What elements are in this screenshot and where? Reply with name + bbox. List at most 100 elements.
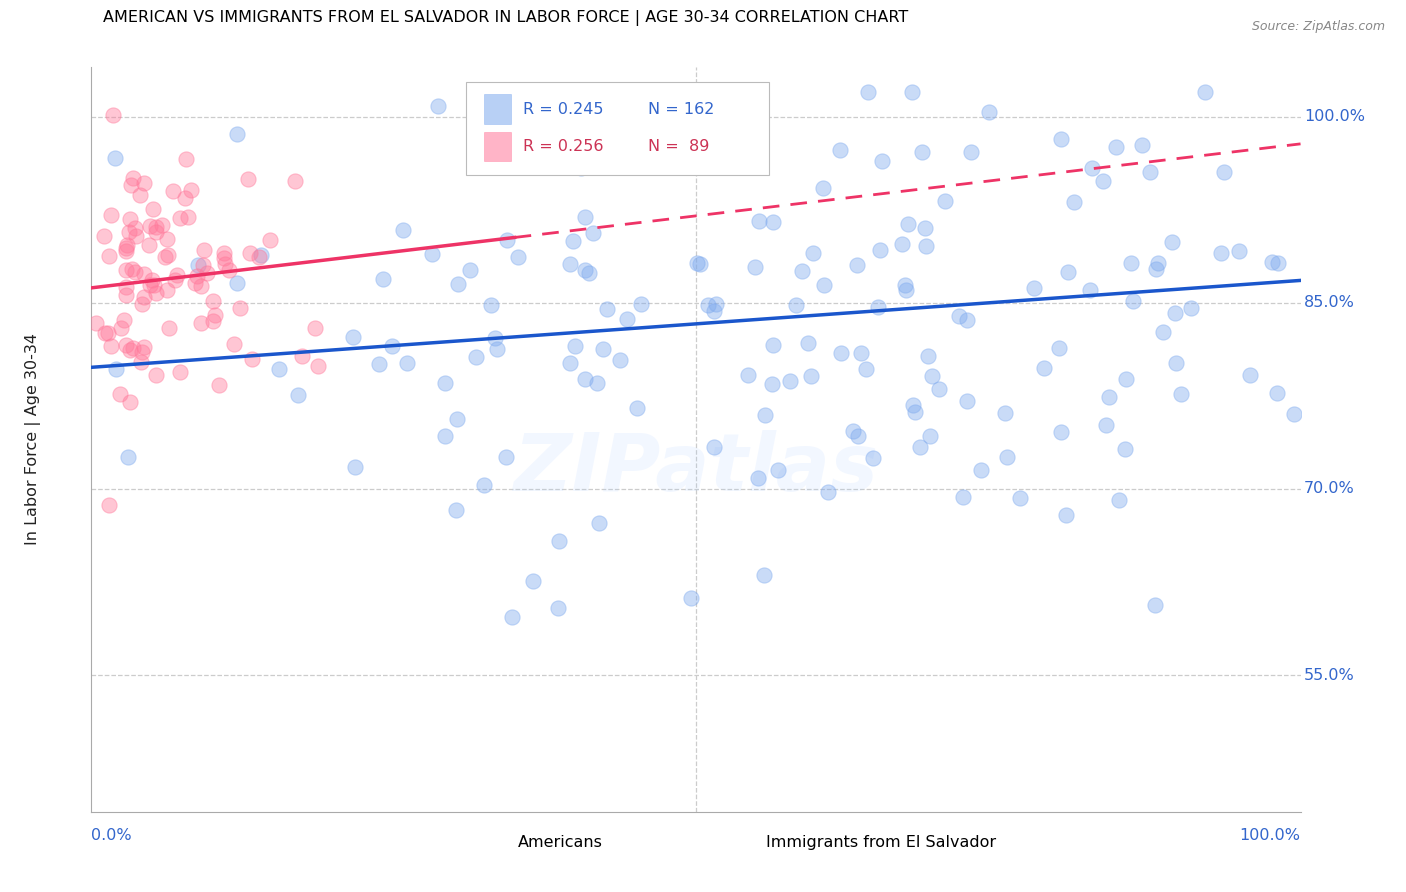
Point [762,338,785,352]
FancyBboxPatch shape [467,82,769,175]
Point [658,85,681,99]
Point [1227,244,1250,258]
Point [901,398,924,412]
Point [1122,293,1144,308]
Point [212,246,235,260]
Point [287,388,309,402]
Text: AMERICAN VS IMMIGRANTS FROM EL SALVADOR IN LABOR FORCE | AGE 30-34 CORRELATION C: AMERICAN VS IMMIGRANTS FROM EL SALVADOR … [104,10,908,26]
Point [547,533,569,548]
Text: Immigrants from El Salvador: Immigrants from El Salvador [766,835,997,850]
Point [193,243,215,257]
Point [156,247,179,261]
Point [595,301,617,316]
Point [97,249,120,263]
Point [176,153,198,167]
Point [959,145,981,160]
Point [131,344,153,359]
Point [93,228,115,243]
Point [908,440,931,454]
Point [915,238,938,252]
Point [1147,256,1170,270]
Point [1209,246,1232,260]
Point [813,278,835,293]
Point [269,362,291,376]
Point [918,429,941,443]
Point [686,256,709,270]
Point [112,313,135,327]
Point [955,393,977,408]
Point [817,484,839,499]
Point [870,153,893,168]
Point [797,335,820,350]
Text: N = 162: N = 162 [648,102,714,117]
Text: 55.0%: 55.0% [1305,668,1355,682]
Point [1163,306,1185,320]
Point [846,429,869,443]
Point [139,278,162,293]
Point [460,263,482,277]
Point [801,246,824,260]
Point [259,233,281,247]
Point [582,226,605,240]
Point [626,401,648,415]
Point [994,405,1017,419]
Point [104,151,127,165]
FancyBboxPatch shape [484,132,510,161]
Point [115,237,138,252]
Point [249,250,271,264]
Point [142,278,165,293]
Point [1078,283,1101,297]
Point [132,340,155,354]
Point [344,459,367,474]
Point [1170,387,1192,401]
Point [696,298,718,312]
Point [868,300,890,314]
Point [574,262,596,277]
Point [120,178,142,193]
Point [948,309,970,323]
Point [465,351,488,365]
Point [508,251,530,265]
Point [118,211,141,226]
Point [1094,417,1116,432]
Point [869,244,891,258]
Point [934,194,956,208]
Point [433,429,456,443]
Point [522,574,544,588]
Point [187,258,209,272]
Point [811,181,834,195]
Point [118,343,141,358]
Point [893,277,915,292]
Point [616,312,638,326]
Point [1160,235,1182,250]
Point [249,247,271,261]
Point [104,362,127,376]
Point [426,99,449,113]
Point [142,202,165,216]
Point [588,516,610,531]
Point [307,359,329,373]
Point [574,210,596,224]
Point [239,246,262,260]
Point [132,267,155,281]
Point [100,339,122,353]
Point [169,211,191,226]
Point [117,450,139,464]
Point [145,368,167,383]
Point [779,375,801,389]
Point [699,85,721,99]
Point [484,331,506,345]
Point [284,174,307,188]
Point [995,450,1018,464]
FancyBboxPatch shape [733,832,759,853]
Point [447,277,470,291]
Point [381,339,404,353]
Text: 100.0%: 100.0% [1305,109,1365,124]
Point [153,250,176,264]
Point [162,184,184,198]
Point [96,326,118,340]
Point [218,263,240,277]
Point [921,369,943,384]
Point [121,341,143,355]
Point [1008,491,1031,505]
